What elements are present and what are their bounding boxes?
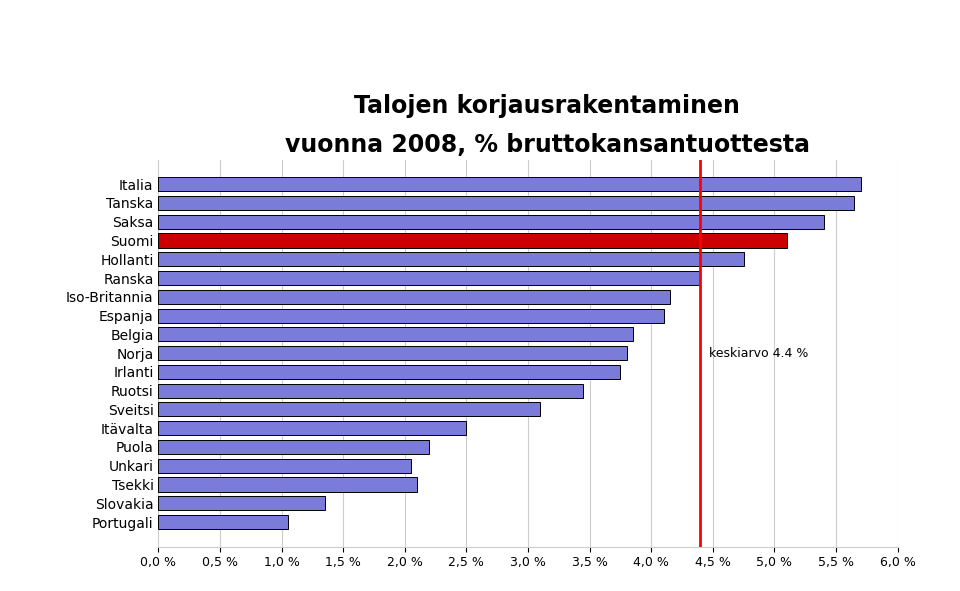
- Bar: [158, 384, 584, 398]
- Bar: [158, 440, 429, 454]
- Bar: [158, 233, 786, 248]
- Bar: [158, 177, 860, 191]
- Bar: [158, 327, 633, 342]
- Text: keskiarvo 4.4 %: keskiarvo 4.4 %: [709, 347, 808, 359]
- Bar: [158, 459, 411, 473]
- Bar: [158, 365, 620, 379]
- Bar: [158, 196, 854, 210]
- Bar: [158, 515, 288, 529]
- Text: 19/1/2010    19: 19/1/2010 19: [730, 25, 826, 37]
- Bar: [158, 346, 627, 360]
- Bar: [158, 215, 824, 229]
- Bar: [158, 496, 324, 510]
- Bar: [158, 290, 670, 304]
- Bar: [158, 421, 467, 435]
- Bar: [158, 309, 663, 323]
- Bar: [158, 478, 417, 492]
- Text: vuonna 2008, % bruttokansantuottesta: vuonna 2008, % bruttokansantuottesta: [285, 133, 809, 157]
- Bar: [158, 402, 540, 417]
- Bar: [158, 252, 744, 267]
- Bar: [158, 271, 701, 285]
- Text: Talojen korjausrakentaminen: Talojen korjausrakentaminen: [354, 95, 740, 118]
